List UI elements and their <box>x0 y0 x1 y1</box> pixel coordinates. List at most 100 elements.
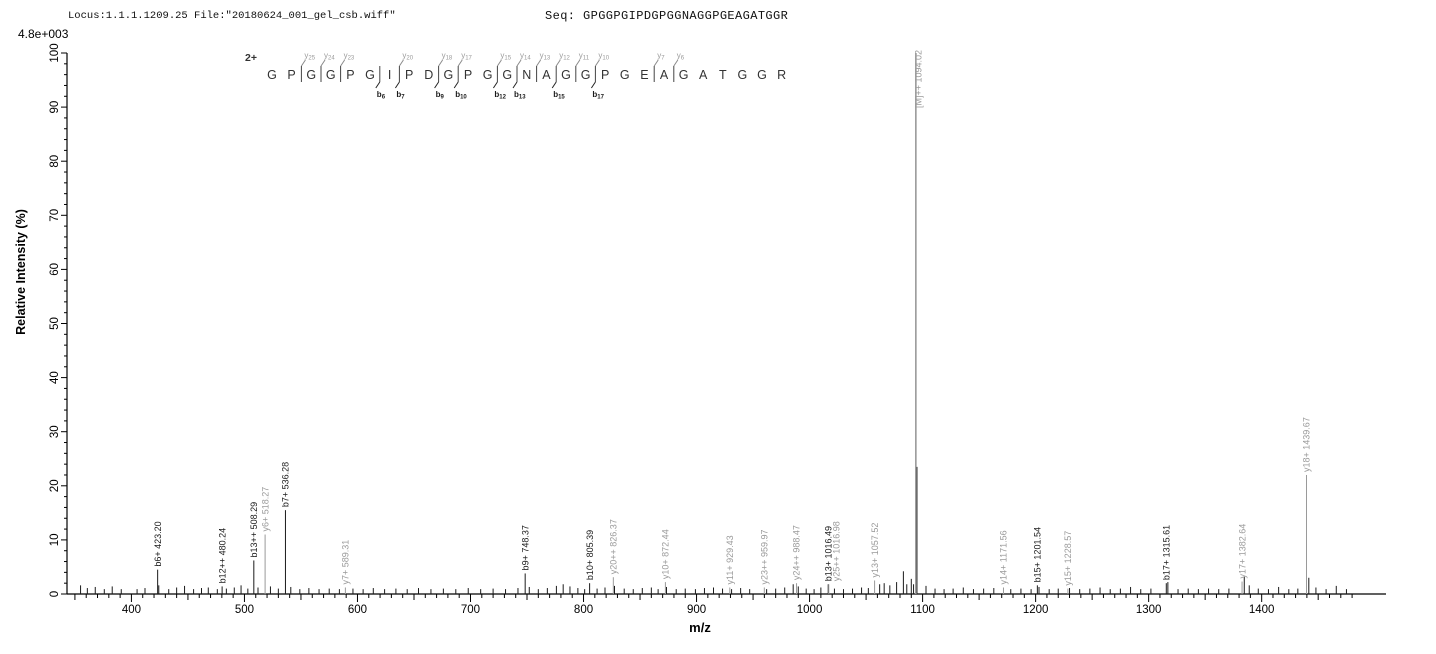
peak-label: b10+ 805.39 <box>585 530 595 580</box>
sequence-residue: E <box>640 68 648 82</box>
fragment-ion-label: y24 <box>324 51 335 62</box>
noise-peaks <box>80 466 1347 594</box>
sequence-residue: G <box>267 68 277 82</box>
peak-label: y15+ 1228.57 <box>1063 531 1073 586</box>
x-tick-label: 1300 <box>1136 604 1162 616</box>
fragment-ion-label: y20 <box>402 51 413 62</box>
y-tick-label: 10 <box>49 534 61 547</box>
peak-label: y13+ 1057.52 <box>870 523 880 578</box>
b-ion-tick <box>512 81 518 89</box>
peak-label: y24++ 988.47 <box>792 525 802 580</box>
precursor-charge-label: 2+ <box>245 52 257 64</box>
peak-label: y23++ 959.97 <box>760 529 770 584</box>
fragment-ion-label: y15 <box>500 51 511 62</box>
sequence-residue: A <box>660 68 669 82</box>
sequence-residue: G <box>502 68 512 82</box>
peak-label: y7+ 589.31 <box>341 540 351 585</box>
y-ion-tick <box>516 59 522 67</box>
y-tick-label: 80 <box>49 155 61 168</box>
fragment-ion-label: b15 <box>553 90 565 101</box>
sequence-residue: I <box>388 68 391 82</box>
y-ion-tick <box>555 59 561 67</box>
peak-label: y17+ 1382.64 <box>1237 524 1247 579</box>
y-axis-tick-labels: 0 10 20 30 40 50 60 70 80 90 100 <box>49 43 61 597</box>
sequence-residue: G <box>483 68 493 82</box>
sequence-residue: A <box>542 68 551 82</box>
x-tick-label: 500 <box>235 604 254 616</box>
b-ion-tick <box>590 81 596 89</box>
y-tick-label: 70 <box>49 209 61 222</box>
fragment-ion-label: b10 <box>455 90 467 101</box>
x-tick-label: 1000 <box>797 604 823 616</box>
sequence-residue: G <box>326 68 336 82</box>
y-tick-label: 0 <box>49 591 61 597</box>
peak-label: y20++ 826.37 <box>609 519 619 574</box>
intensity-scale-label: 4.8e+003 <box>18 27 69 41</box>
y-ion-tick <box>340 59 346 67</box>
fragment-ion-label: b7 <box>396 90 405 101</box>
y-ion-tick <box>398 59 404 67</box>
y-tick-label: 60 <box>49 263 61 276</box>
y-ion-tick <box>673 59 679 67</box>
y-tick-label: 90 <box>49 101 61 114</box>
sequence-residue: P <box>287 68 295 82</box>
sequence-residue: T <box>719 68 727 82</box>
y-ion-tick <box>653 59 659 67</box>
sequence-residue: G <box>365 68 375 82</box>
x-tick-label: 1400 <box>1249 604 1275 616</box>
peptide-sequence: 2+G P G G P G I P D G P G G N A G G P G E A G A T G G R <box>245 52 786 82</box>
sequence-residue: P <box>464 68 472 82</box>
x-tick-label: 1100 <box>910 604 935 616</box>
sequence-residue: P <box>346 68 354 82</box>
fragment-ion-label: y18 <box>442 51 453 62</box>
axis-titles: 4.8e+003 Relative Intensity (%) m/z <box>14 27 711 635</box>
b-ion-tick <box>434 81 440 89</box>
sequence-residue: R <box>777 68 786 82</box>
y-axis-ticks <box>61 52 67 595</box>
peak-label: y11+ 929.43 <box>725 535 735 584</box>
fragment-ion-label: b13 <box>514 90 526 101</box>
sequence-residue: D <box>424 68 433 82</box>
fragment-ion-label: y11 <box>579 51 590 62</box>
fragment-ion-label: b12 <box>494 90 506 101</box>
x-tick-label: 900 <box>687 604 706 616</box>
peak-label: b13++ 508.29 <box>249 502 259 558</box>
fragment-ion-label: b6 <box>377 90 386 101</box>
y-tick-label: 50 <box>49 317 61 330</box>
peak-label: b17+ 1315.61 <box>1161 525 1171 580</box>
y-tick-label: 100 <box>49 43 61 62</box>
y-ion-tick <box>594 59 600 67</box>
sequence-residue: G <box>620 68 630 82</box>
x-tick-label: 600 <box>348 604 367 616</box>
peak-label: y18+ 1439.67 <box>1302 417 1312 472</box>
fragment-ion-label: y13 <box>540 51 551 62</box>
y-ion-tick <box>300 59 306 67</box>
b-ion-tick <box>394 81 400 89</box>
sequence-residue: G <box>306 68 316 82</box>
sequence-residue: G <box>561 68 571 82</box>
fragment-ion-label: y25 <box>304 51 315 62</box>
x-axis-ticks <box>74 594 1353 602</box>
fragment-ion-label: b17 <box>592 90 604 101</box>
fragment-ion-label: y14 <box>520 51 531 62</box>
peak-label: b7+ 536.28 <box>281 462 291 507</box>
b-ion-tick <box>551 81 557 89</box>
header-bar: Locus:1.1.1.1209.25 File:"20180624_001_g… <box>0 0 1436 28</box>
x-tick-label: 1200 <box>1023 604 1049 616</box>
sequence-residue: P <box>601 68 609 82</box>
sequence-residue: G <box>679 68 689 82</box>
peak-label: y14+ 1171.56 <box>999 530 1009 584</box>
sequence-residue: P <box>405 68 413 82</box>
y-ion-tick <box>438 59 444 67</box>
x-axis-title: m/z <box>689 620 711 635</box>
y-ion-tick <box>457 59 463 67</box>
y-ion-tick <box>575 59 581 67</box>
fragment-ion-label: y23 <box>344 51 355 62</box>
fragment-ion-label: y17 <box>461 51 472 62</box>
y-axis-title: Relative Intensity (%) <box>14 209 28 335</box>
peak-label: y6+ 518.27 <box>260 487 270 532</box>
y-ion-tick <box>496 59 502 67</box>
fragment-ion-label: y12 <box>559 51 570 62</box>
y-tick-label: 40 <box>49 371 61 384</box>
